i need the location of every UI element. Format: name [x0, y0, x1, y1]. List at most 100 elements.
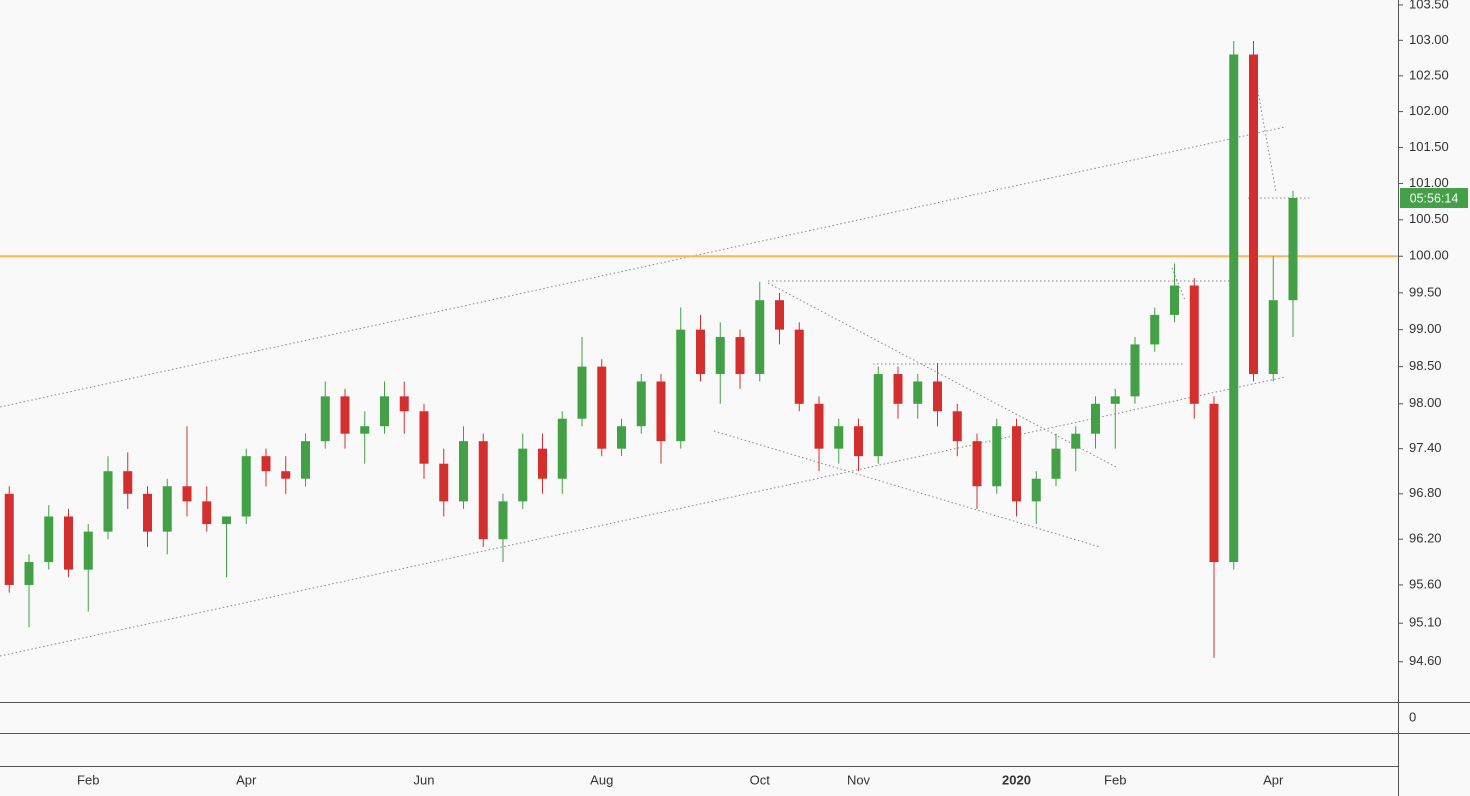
trend-line: [1171, 267, 1186, 301]
candle-body: [64, 516, 73, 570]
candle-body: [439, 463, 449, 502]
candle-body: [340, 396, 350, 434]
candle-body: [419, 411, 429, 464]
y-tick-label: 102.50: [1409, 67, 1449, 82]
candle-body: [459, 441, 468, 502]
candle-body: [656, 381, 666, 442]
candle-body: [972, 441, 982, 487]
y-tick-label: 95.10: [1409, 615, 1442, 630]
candle-body: [1249, 54, 1258, 375]
candle-body: [715, 337, 725, 375]
candle-body: [933, 381, 942, 412]
x-tick-label: Apr: [236, 772, 257, 787]
y-tick-label: 96.80: [1409, 485, 1442, 500]
candle-body: [1012, 426, 1021, 502]
candle-body: [1170, 285, 1179, 315]
y-tick-label: 100.50: [1409, 211, 1449, 226]
candle-body: [1209, 403, 1219, 563]
candle-body: [222, 516, 231, 525]
x-tick-label: Feb: [1104, 772, 1126, 787]
candle-body: [755, 300, 765, 375]
x-tick-label: Nov: [847, 772, 871, 787]
candle-body: [557, 418, 567, 479]
y-tick-label: 98.50: [1409, 358, 1442, 373]
countdown-label: 05:56:14: [1410, 191, 1459, 205]
candle-body: [854, 426, 863, 457]
y-tick-label: 96.20: [1409, 531, 1442, 546]
candle-body: [873, 374, 883, 457]
candle-body: [913, 381, 923, 404]
candle-body: [24, 562, 34, 585]
candle-body: [1150, 314, 1160, 345]
y-tick-label: 97.40: [1409, 440, 1442, 455]
candle-body: [952, 411, 962, 442]
candle-body: [1071, 433, 1081, 449]
candle-body: [617, 426, 626, 449]
candle-body: [577, 366, 587, 419]
candle-body: [478, 441, 488, 540]
candle-body: [775, 300, 784, 330]
y-tick-label: 94.60: [1409, 653, 1442, 668]
y-tick-label: 102.00: [1409, 103, 1449, 118]
y-tick-label: 101.00: [1409, 175, 1449, 190]
candle-body: [992, 426, 1002, 487]
candle-body: [103, 471, 113, 532]
x-tick-label: 2020: [1002, 772, 1031, 787]
candle-body: [498, 501, 508, 540]
candle-body: [399, 396, 409, 412]
candle-body: [538, 448, 547, 479]
candle-body: [1189, 285, 1199, 404]
candle-body: [360, 426, 370, 434]
candle-body: [281, 471, 291, 479]
candle-body: [834, 426, 844, 449]
y-tick-label: 101.50: [1409, 139, 1449, 154]
candle-body: [320, 396, 330, 442]
candle-body: [182, 486, 192, 502]
trend-line: [713, 430, 1101, 548]
countdown-box: [1400, 188, 1468, 209]
candle-body: [1091, 403, 1100, 434]
y-tick-label: 98.00: [1409, 395, 1442, 410]
x-tick-label: Oct: [750, 772, 771, 787]
candle-body: [814, 403, 824, 449]
y-tick-label: 100.00: [1409, 248, 1449, 263]
candle-body: [1110, 396, 1120, 404]
y-tick-label: 99.00: [1409, 321, 1442, 336]
candle-body: [893, 374, 903, 404]
candle-body: [636, 381, 646, 427]
candle-body: [4, 493, 14, 585]
drawings: [0, 74, 1312, 657]
candle-body: [301, 441, 310, 479]
candle-body: [261, 456, 271, 472]
candle-body: [44, 516, 54, 563]
candle-body: [162, 486, 172, 532]
candle-body: [1130, 344, 1140, 397]
candle-body: [696, 329, 705, 375]
candle-body: [1229, 54, 1239, 563]
trend-line: [1254, 74, 1277, 193]
candle-body: [83, 531, 93, 570]
candle-body: [143, 493, 152, 532]
candle-body: [1288, 198, 1298, 301]
candle-body: [597, 366, 607, 449]
candle-body: [676, 329, 686, 442]
candle-body: [1031, 478, 1041, 502]
x-tick-label: Apr: [1263, 772, 1284, 787]
candle-body: [518, 448, 528, 502]
y-tick-label: 103.50: [1409, 0, 1449, 11]
candle-body: [735, 337, 745, 375]
x-tick-label: Aug: [590, 772, 613, 787]
candle-body: [123, 471, 133, 494]
candle-body: [241, 456, 251, 517]
candle-body: [794, 329, 804, 404]
y-tick-label: 103.00: [1409, 32, 1449, 47]
channel-upper: [0, 126, 1286, 408]
x-tick-label: Jun: [414, 772, 435, 787]
channel-lower: [0, 376, 1286, 657]
candles: [4, 41, 1298, 658]
lower-pane-tick-label: 0: [1409, 709, 1416, 724]
candle-body: [1051, 448, 1061, 479]
candle-body: [1268, 300, 1278, 375]
candle-body: [202, 501, 212, 525]
